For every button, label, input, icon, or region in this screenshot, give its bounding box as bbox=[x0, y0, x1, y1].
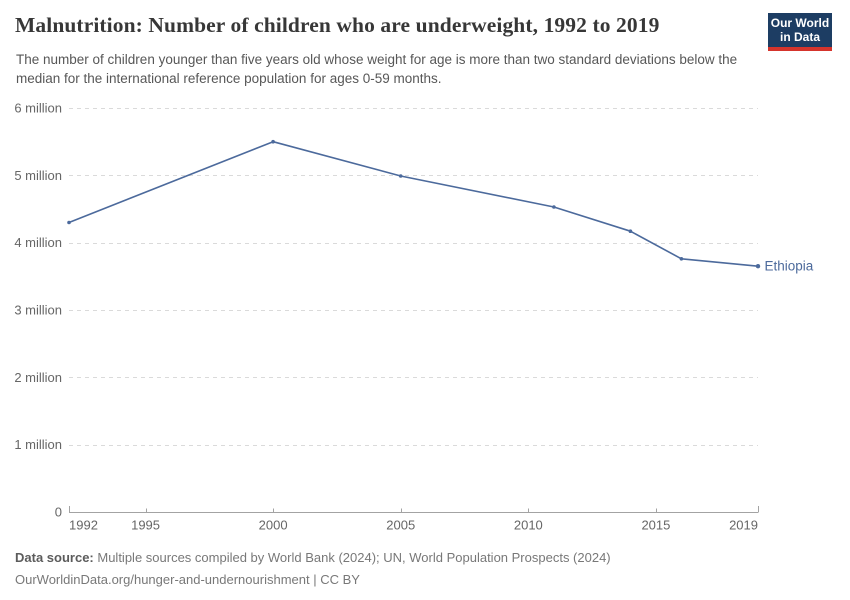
data-point bbox=[271, 139, 275, 144]
entity-label: Ethiopia bbox=[765, 259, 814, 274]
data-source-text: Multiple sources compiled by World Bank … bbox=[97, 550, 611, 565]
y-tick-label: 5 million bbox=[14, 168, 62, 183]
footer-license: CC BY bbox=[320, 571, 360, 587]
footer-separator: | bbox=[313, 571, 317, 587]
data-point bbox=[628, 229, 633, 233]
y-tick-label: 3 million bbox=[14, 303, 62, 318]
y-tick-label: 1 million bbox=[14, 437, 62, 452]
data-point bbox=[67, 220, 71, 225]
x-tick-label: 2015 bbox=[641, 518, 670, 533]
y-tick-label: 6 million bbox=[14, 101, 62, 116]
x-tick-label: 2000 bbox=[259, 518, 288, 533]
owid-logo-line1: Our World bbox=[770, 16, 830, 30]
y-tick-label: 4 million bbox=[14, 235, 62, 250]
y-tick-label: 2 million bbox=[14, 370, 62, 385]
data-point bbox=[398, 174, 403, 178]
x-tick-label: 2005 bbox=[386, 518, 415, 533]
chart-footer: Data source: Multiple sources compiled b… bbox=[15, 547, 611, 590]
data-source-line: Data source: Multiple sources compiled b… bbox=[15, 547, 611, 569]
data-point bbox=[552, 205, 556, 209]
x-tick-label: 2010 bbox=[514, 518, 543, 533]
x-tick-label: 1995 bbox=[131, 518, 160, 533]
chart-subtitle: The number of children younger than five… bbox=[16, 52, 738, 86]
footer-url-link[interactable]: OurWorldinData.org/hunger-and-undernouri… bbox=[15, 571, 310, 587]
x-tick-label: 1992 bbox=[69, 518, 98, 533]
owid-logo-line2: in Data bbox=[779, 30, 820, 44]
y-tick-label: 0 bbox=[55, 505, 62, 520]
series-line-ethiopia bbox=[68, 140, 759, 268]
license-line: OurWorldinData.org/hunger-and-undernouri… bbox=[15, 569, 611, 591]
data-source-label: Data source: bbox=[15, 550, 94, 565]
data-point bbox=[755, 264, 761, 269]
data-point bbox=[679, 257, 684, 261]
page-title: Malnutrition: Number of children who are… bbox=[15, 13, 660, 37]
x-tick-label: 2019 bbox=[729, 518, 758, 533]
owid-logo[interactable]: Our World in Data bbox=[768, 13, 832, 51]
